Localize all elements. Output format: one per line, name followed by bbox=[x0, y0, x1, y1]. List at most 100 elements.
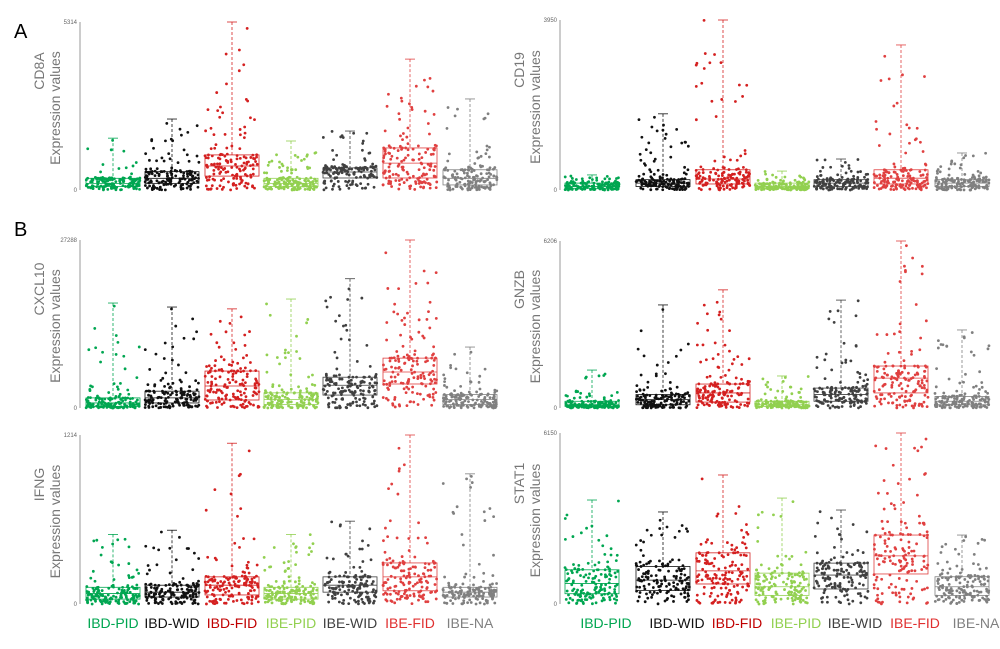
data-point bbox=[847, 164, 851, 167]
data-point bbox=[428, 300, 432, 304]
data-point bbox=[699, 360, 703, 364]
data-point bbox=[170, 173, 174, 177]
data-point bbox=[338, 406, 342, 409]
data-point bbox=[654, 374, 658, 378]
data-point bbox=[473, 162, 477, 165]
data-point bbox=[450, 395, 454, 399]
data-point bbox=[766, 385, 769, 389]
data-point bbox=[396, 354, 400, 358]
data-point bbox=[212, 172, 216, 176]
data-point bbox=[165, 121, 169, 125]
data-point bbox=[576, 390, 580, 393]
data-point bbox=[666, 361, 670, 364]
box-ibd-wid bbox=[143, 306, 201, 410]
data-point bbox=[974, 384, 978, 388]
data-point bbox=[466, 188, 470, 192]
data-point bbox=[479, 154, 483, 158]
data-point bbox=[842, 396, 846, 399]
data-point bbox=[675, 183, 678, 187]
data-point bbox=[835, 184, 839, 188]
data-point bbox=[351, 400, 355, 404]
data-point bbox=[936, 346, 940, 350]
data-point bbox=[918, 170, 922, 173]
data-point bbox=[343, 163, 346, 167]
data-point bbox=[287, 566, 291, 570]
data-point bbox=[910, 178, 913, 181]
data-point bbox=[638, 396, 642, 400]
data-point bbox=[674, 354, 678, 358]
data-point bbox=[164, 371, 168, 375]
data-point bbox=[470, 170, 474, 174]
data-point bbox=[563, 175, 567, 179]
data-point bbox=[677, 406, 681, 410]
data-point bbox=[252, 588, 256, 592]
data-point bbox=[652, 399, 656, 403]
data-point bbox=[327, 405, 331, 409]
data-point bbox=[390, 365, 393, 369]
panel-letter-a: A bbox=[14, 21, 28, 43]
data-point bbox=[852, 174, 855, 178]
data-point bbox=[219, 598, 222, 601]
data-point bbox=[178, 535, 181, 539]
box-ibd-fid bbox=[203, 308, 261, 410]
data-point bbox=[826, 404, 830, 407]
data-point bbox=[237, 69, 241, 73]
data-point bbox=[847, 392, 851, 396]
data-point bbox=[748, 184, 752, 187]
data-point bbox=[237, 474, 241, 478]
data-point bbox=[819, 169, 822, 173]
data-point bbox=[206, 108, 210, 112]
data-point bbox=[135, 568, 139, 572]
data-point bbox=[355, 360, 359, 363]
data-point bbox=[675, 385, 679, 389]
data-point bbox=[181, 577, 185, 580]
data-point bbox=[945, 400, 949, 404]
data-point bbox=[189, 585, 193, 589]
data-point bbox=[197, 381, 200, 385]
data-point bbox=[157, 174, 161, 178]
data-point bbox=[347, 173, 351, 177]
data-point bbox=[235, 599, 239, 602]
data-point bbox=[900, 179, 904, 183]
data-point bbox=[282, 587, 286, 591]
data-point bbox=[844, 171, 848, 175]
data-point bbox=[124, 595, 128, 599]
data-point bbox=[747, 357, 751, 361]
data-point bbox=[980, 381, 984, 384]
data-point bbox=[719, 375, 723, 379]
data-point bbox=[432, 113, 436, 116]
data-point bbox=[449, 363, 453, 367]
data-point bbox=[298, 186, 302, 190]
data-point bbox=[406, 126, 410, 130]
data-point bbox=[325, 389, 329, 393]
data-point bbox=[828, 310, 832, 313]
data-point bbox=[300, 396, 304, 399]
data-point bbox=[649, 151, 653, 155]
data-point bbox=[232, 405, 236, 409]
data-point bbox=[197, 579, 200, 583]
y-axis-label: Expression values bbox=[47, 51, 63, 165]
data-point bbox=[243, 344, 247, 347]
data-point bbox=[109, 560, 113, 564]
data-point bbox=[442, 405, 446, 408]
data-point bbox=[903, 264, 906, 268]
data-point bbox=[339, 170, 343, 173]
data-point bbox=[191, 174, 195, 178]
data-point bbox=[255, 155, 258, 159]
data-point bbox=[402, 158, 406, 162]
data-point bbox=[945, 344, 949, 348]
data-point bbox=[742, 166, 745, 169]
data-point bbox=[215, 585, 219, 589]
data-point bbox=[832, 186, 836, 190]
data-point bbox=[167, 404, 171, 408]
data-point bbox=[429, 164, 433, 168]
data-point bbox=[271, 383, 275, 387]
data-point bbox=[219, 105, 222, 109]
data-point bbox=[206, 165, 209, 169]
data-point bbox=[214, 377, 217, 381]
data-point bbox=[459, 404, 463, 408]
data-point bbox=[394, 380, 397, 383]
data-point bbox=[915, 126, 919, 130]
data-point bbox=[313, 582, 317, 586]
data-point bbox=[646, 183, 650, 187]
